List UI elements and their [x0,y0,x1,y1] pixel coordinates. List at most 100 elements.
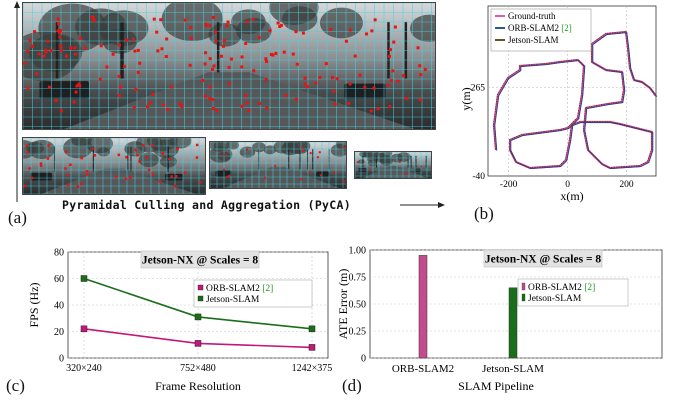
feature-point [59,48,63,52]
y-tick-label: 40 [54,301,64,312]
tree-canopy [239,146,256,158]
feature-point [136,154,139,157]
feature-point [188,63,192,67]
feature-point [105,65,109,69]
feature-point [25,144,29,148]
feature-point [170,175,173,178]
y-tick-label: 0.25 [349,327,367,338]
data-point [308,325,316,333]
feature-point [165,37,169,41]
feature-point [388,105,392,109]
tree-canopy [362,152,373,158]
y-tick-label: 0.75 [349,273,367,284]
feature-point [136,48,140,52]
feature-point [420,165,423,168]
feature-point [332,89,336,93]
feature-point [58,35,62,39]
feature-point [211,15,215,19]
bar-jetson-slam [508,287,518,359]
feature-point [245,20,249,24]
feature-point [44,48,48,52]
feature-point [314,81,318,85]
feature-point [418,98,422,102]
road-surface [223,167,340,188]
feature-point [295,62,299,66]
panel-a-label: (a) [8,208,27,227]
feature-point [303,82,307,86]
feature-point [77,82,81,86]
feature-point [342,180,345,183]
x-tick-label: 752×480 [180,363,216,374]
feature-point [151,144,154,147]
feature-point [152,17,156,21]
y-tick-label: 20 [54,327,64,338]
feature-point [176,147,179,151]
feature-point [271,53,275,57]
x-tick-label: Jetson-SLAM [482,363,544,375]
panel-a-axes [14,1,445,208]
feature-point [147,168,151,172]
feature-point [226,175,229,178]
title-background [140,250,260,269]
feature-point [35,72,39,76]
feature-point [416,46,420,50]
feature-point [370,29,374,33]
feature-point [406,172,409,175]
tree-canopy [287,142,311,155]
feature-point [251,17,255,21]
road-scene [210,142,346,188]
feature-point [124,177,128,181]
feature-point [161,152,164,155]
x-tick-label: 1242×375 [292,363,333,374]
parked-car [30,172,53,181]
feature-point [392,40,396,44]
feature-point [269,52,273,56]
legend-label: Ground-truth [508,11,556,21]
feature-point [37,52,41,56]
pyca-caption: Pyramidal Culling and Aggregation (PyCA) [62,198,351,212]
feature-point [162,103,166,107]
feature-point [80,156,83,160]
tree-canopy [75,8,127,46]
data-point [80,275,88,282]
main-road-image [22,2,436,130]
tree-trunk [288,148,290,170]
y-tick-label: 0 [361,354,366,365]
chart-title: Jetson-NX @ Scales = 8 [142,255,259,267]
feature-point [303,76,307,80]
legend-label: ORB-SLAM2 [2] [206,284,273,294]
feature-point [195,156,199,159]
feature-point [252,69,256,73]
feature-point [151,92,155,96]
feature-point [308,170,311,173]
feature-point [208,85,212,89]
feature-point [204,51,208,55]
feature-point [173,184,177,188]
legend-label: ORB-SLAM2 [2] [508,23,572,33]
feature-point [93,154,97,157]
tree-trunk [166,146,169,172]
feature-point [25,49,29,53]
feature-point [222,39,226,43]
feature-point [278,24,282,28]
feature-point [225,24,229,28]
tree-trunk [299,148,301,170]
panel-d-label: (d) [342,376,362,395]
feature-point [170,85,174,89]
feature-point [348,82,352,86]
feature-point [85,170,89,173]
feature-point [318,151,321,154]
feature-point [74,52,78,56]
feature-point [85,173,89,176]
chart-title-banner: Jetson-NX @ Scales = 8 [140,250,260,269]
feature-point [91,15,95,19]
feature-point [134,148,137,152]
feature-point [264,57,268,61]
feature-point [57,22,61,26]
y-axis-title: y(m) [460,87,473,110]
panel-c-label: (c) [6,376,25,395]
feature-point [30,176,34,180]
feature-point [356,161,359,163]
feature-point [136,70,140,74]
pyramid-level-2-image [209,141,347,189]
